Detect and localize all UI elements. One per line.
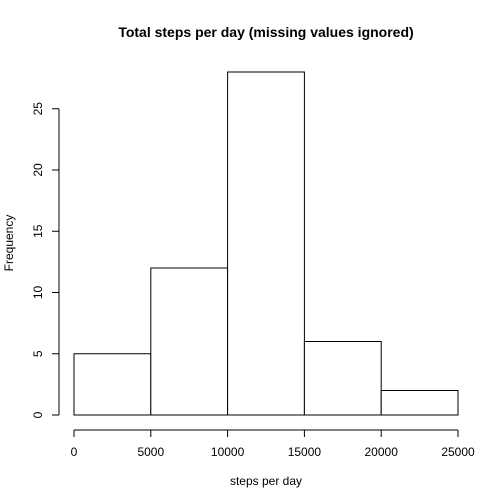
histogram-bar-4 [380, 390, 459, 416]
y-axis: 0 5 10 15 20 25 [31, 102, 60, 418]
y-tick-label-3: 15 [31, 224, 45, 238]
y-tick-label-2: 10 [31, 286, 45, 300]
bars-group [73, 71, 459, 416]
y-tick-label-4: 20 [31, 163, 45, 177]
x-tick-label-0: 0 [71, 445, 78, 459]
y-axis-label: Frequency [2, 215, 16, 272]
x-tick-label-1: 5000 [137, 445, 164, 459]
y-tick-label-1: 5 [31, 350, 45, 357]
x-tick-label-3: 15000 [288, 445, 322, 459]
histogram-bar-3 [303, 341, 382, 416]
x-tick-label-2: 10000 [211, 445, 245, 459]
x-axis-label: steps per day [230, 474, 302, 488]
y-tick-label-0: 0 [31, 411, 45, 418]
histogram-bar-2 [227, 71, 305, 416]
x-axis: 0 5000 10000 15000 20000 25000 [71, 429, 475, 459]
x-tick-label-4: 20000 [365, 445, 399, 459]
chart-title: Total steps per day (missing values igno… [118, 24, 413, 40]
x-tick-label-5: 25000 [441, 445, 475, 459]
y-tick-label-5: 25 [31, 102, 45, 116]
histogram-bar-1 [150, 267, 229, 416]
histogram-bar-0 [73, 353, 152, 416]
